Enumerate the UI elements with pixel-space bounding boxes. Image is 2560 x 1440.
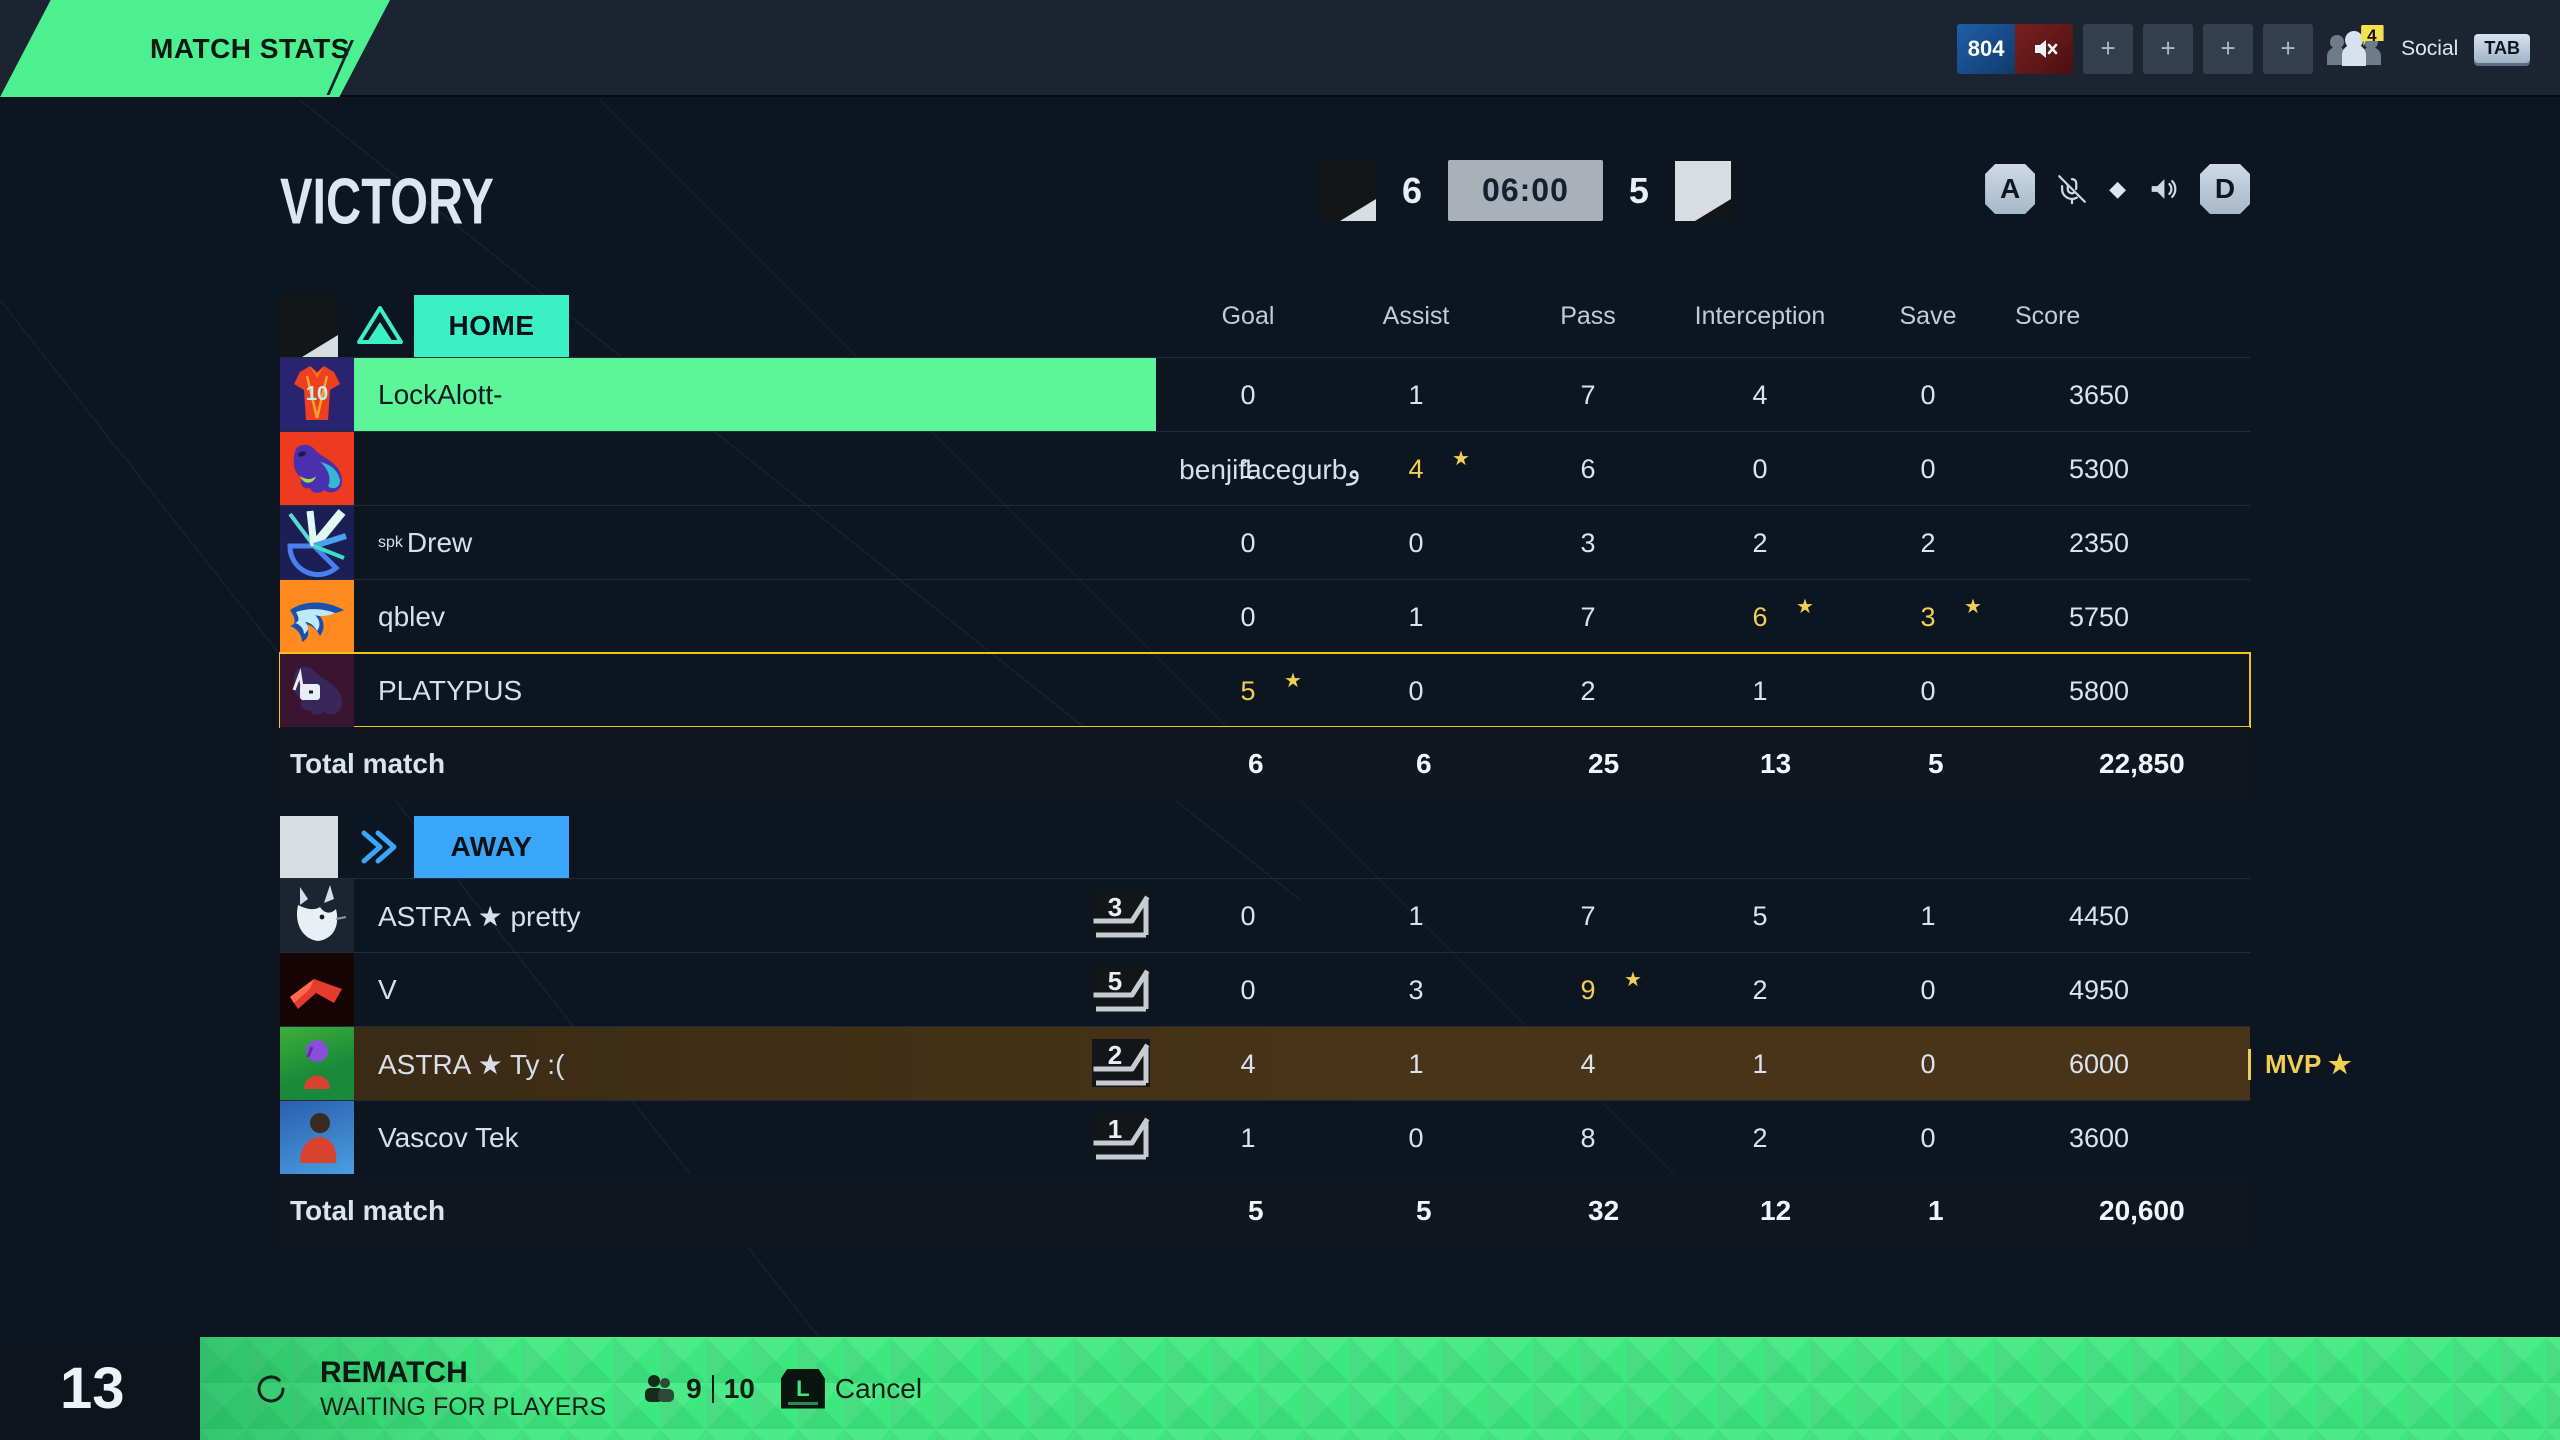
svg-text:10: 10	[306, 383, 328, 405]
